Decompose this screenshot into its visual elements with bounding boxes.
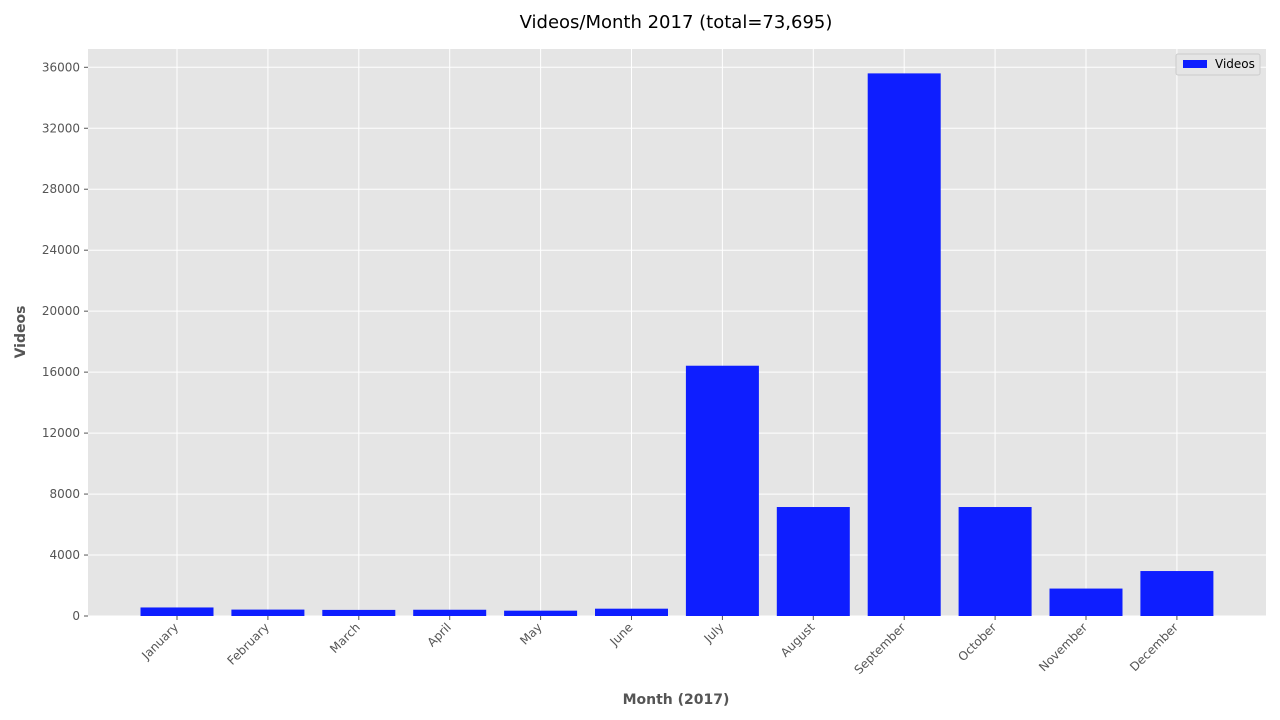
y-axis-ticks: 0 4000 8000 12000 16000 20000 24000 28000 32000 3… xyxy=(42,60,88,623)
x-tick-label: April xyxy=(425,620,454,649)
x-tick-label: January xyxy=(138,620,181,663)
y-tick-label: 28000 xyxy=(42,182,80,196)
bar-march xyxy=(322,609,396,616)
chart-title: Videos/Month 2017 (total=73,695) xyxy=(520,12,833,33)
x-tick-label: December xyxy=(1127,620,1181,674)
plot-area xyxy=(88,49,1266,616)
x-tick-label: July xyxy=(701,620,727,646)
bars xyxy=(140,73,1214,617)
y-axis-label: Videos xyxy=(13,306,29,359)
x-axis-label: Month (2017) xyxy=(623,692,730,708)
y-tick-label: 16000 xyxy=(42,365,80,379)
bar-may xyxy=(504,610,578,616)
y-tick-label: 4000 xyxy=(49,548,80,562)
x-tick-label: September xyxy=(852,620,909,677)
y-tick-label: 8000 xyxy=(49,487,80,501)
x-tick-label: March xyxy=(327,620,363,656)
legend: Videos xyxy=(1175,53,1261,76)
bar-december xyxy=(1140,571,1214,616)
bar-october xyxy=(958,507,1032,616)
bar-april xyxy=(413,609,487,616)
bar-february xyxy=(231,609,305,616)
x-tick-label: August xyxy=(778,620,818,660)
x-tick-label: June xyxy=(607,620,636,649)
x-tick-label: February xyxy=(225,620,273,668)
x-tick-label: May xyxy=(517,620,544,647)
y-tick-label: 0 xyxy=(72,609,80,623)
legend-swatch xyxy=(1183,60,1207,68)
bar-august xyxy=(776,507,850,616)
bar-july xyxy=(685,365,759,616)
x-tick-label: November xyxy=(1036,620,1090,674)
bar-september xyxy=(867,73,941,617)
grid xyxy=(88,49,1266,617)
bar-june xyxy=(595,608,668,616)
y-tick-label: 20000 xyxy=(42,304,80,318)
x-tick-label: October xyxy=(955,620,999,664)
x-axis-ticks: January February March April May June July Augu… xyxy=(138,616,1181,677)
y-tick-label: 32000 xyxy=(42,121,80,135)
legend-box xyxy=(1175,53,1261,76)
y-tick-label: 24000 xyxy=(42,243,80,257)
y-tick-label: 36000 xyxy=(42,60,80,74)
legend-label: Videos xyxy=(1215,57,1255,71)
bar-november xyxy=(1049,588,1123,616)
y-tick-label: 12000 xyxy=(42,426,80,440)
bar-january xyxy=(140,607,214,616)
